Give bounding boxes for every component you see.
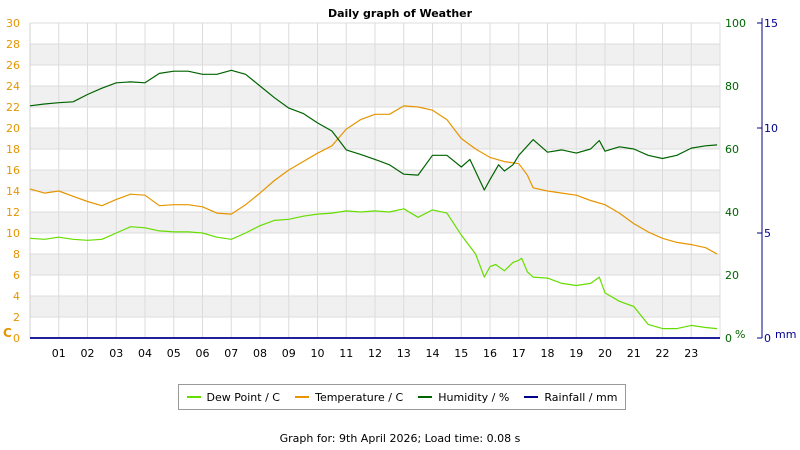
x-tick-label: 03 [109, 347, 123, 360]
x-tick-label: 09 [282, 347, 296, 360]
left-tick-label: 26 [6, 59, 20, 72]
legend-item: Humidity / % [418, 391, 509, 404]
x-tick-label: 20 [598, 347, 612, 360]
footer-status: Graph for: 9th April 2026; Load time: 0.… [279, 432, 521, 445]
left-tick-label: 16 [6, 164, 20, 177]
legend-item: Dew Point / C [186, 390, 280, 404]
left-tick-label: 10 [6, 227, 20, 240]
left-tick-label: 0 [13, 332, 20, 345]
left-tick-label: 24 [6, 80, 20, 93]
series-lines [29, 69, 720, 339]
x-tick-label: 11 [339, 347, 353, 360]
legend-swatch [295, 396, 310, 398]
left-tick-label: 4 [13, 290, 20, 303]
footer-prefix: Graph for: [279, 432, 336, 445]
x-tick-label: 23 [684, 347, 698, 360]
x-tick-label: 06 [196, 347, 210, 360]
rain-tick-label: 10 [764, 122, 778, 135]
humidity-unit-label: % [735, 328, 745, 341]
legend-label: Dew Point / C [206, 390, 280, 404]
x-tick-label: 21 [627, 347, 641, 360]
humidity-tick-label: 20 [725, 269, 739, 282]
x-tick-label: 08 [253, 347, 267, 360]
series-line-temperature [29, 105, 718, 255]
left-unit-label: C [3, 326, 12, 340]
footer-load-value: 0.08 s [486, 432, 521, 445]
left-tick-label: 18 [6, 143, 20, 156]
chart-title: Daily graph of Weather [328, 7, 473, 20]
legend-item: Rainfall / mm [524, 391, 617, 404]
x-tick-label: 18 [541, 347, 555, 360]
series-line-humidity [29, 69, 718, 191]
x-tick-label: 14 [426, 347, 440, 360]
x-tick-label: 04 [138, 347, 152, 360]
rain-tick-label: 0 [764, 332, 771, 345]
legend-item: Temperature / C [295, 391, 403, 404]
humidity-tick-label: 80 [725, 80, 739, 93]
humidity-tick-label: 100 [725, 17, 746, 30]
legend-label: Rainfall / mm [544, 390, 618, 404]
left-tick-label: 2 [13, 311, 20, 324]
x-tick-label: 07 [224, 347, 238, 360]
x-tick-label: 12 [368, 347, 382, 360]
left-tick-label: 6 [13, 269, 20, 282]
legend-swatch [524, 396, 539, 398]
legend-label: Humidity / % [438, 390, 510, 404]
footer-date: 9th April 2026 [339, 432, 418, 445]
x-tick-label: 19 [569, 347, 583, 360]
left-tick-label: 28 [6, 38, 20, 51]
x-tick-label: 15 [454, 347, 468, 360]
x-tick-label: 13 [397, 347, 411, 360]
humidity-tick-label: 0 [725, 332, 732, 345]
humidity-tick-label: 40 [725, 206, 739, 219]
left-tick-label: 20 [6, 122, 20, 135]
x-tick-label: 16 [483, 347, 497, 360]
rain-tick-label: 15 [764, 17, 778, 30]
left-tick-label: 14 [6, 185, 20, 198]
x-tick-label: 10 [311, 347, 325, 360]
rain-unit-label: mm [775, 328, 796, 341]
x-tick-label: 17 [512, 347, 526, 360]
humidity-tick-label: 60 [725, 143, 739, 156]
legend-swatch [418, 396, 433, 398]
rain-tick-label: 5 [764, 227, 771, 240]
x-tick-label: 02 [81, 347, 95, 360]
x-tick-label: 05 [167, 347, 181, 360]
legend-swatch [186, 396, 201, 398]
series-line-dew [29, 208, 718, 330]
left-tick-label: 12 [6, 206, 20, 219]
x-tick-label: 22 [656, 347, 670, 360]
legend: Dew Point / C Temperature / C Humidity / %… [178, 384, 626, 410]
x-tick-label: 01 [52, 347, 66, 360]
left-tick-label: 30 [6, 17, 20, 30]
footer-load-label: Load time: [424, 432, 484, 445]
left-tick-label: 8 [13, 248, 20, 261]
left-tick-label: 22 [6, 101, 20, 114]
legend-label: Temperature / C [315, 390, 404, 404]
